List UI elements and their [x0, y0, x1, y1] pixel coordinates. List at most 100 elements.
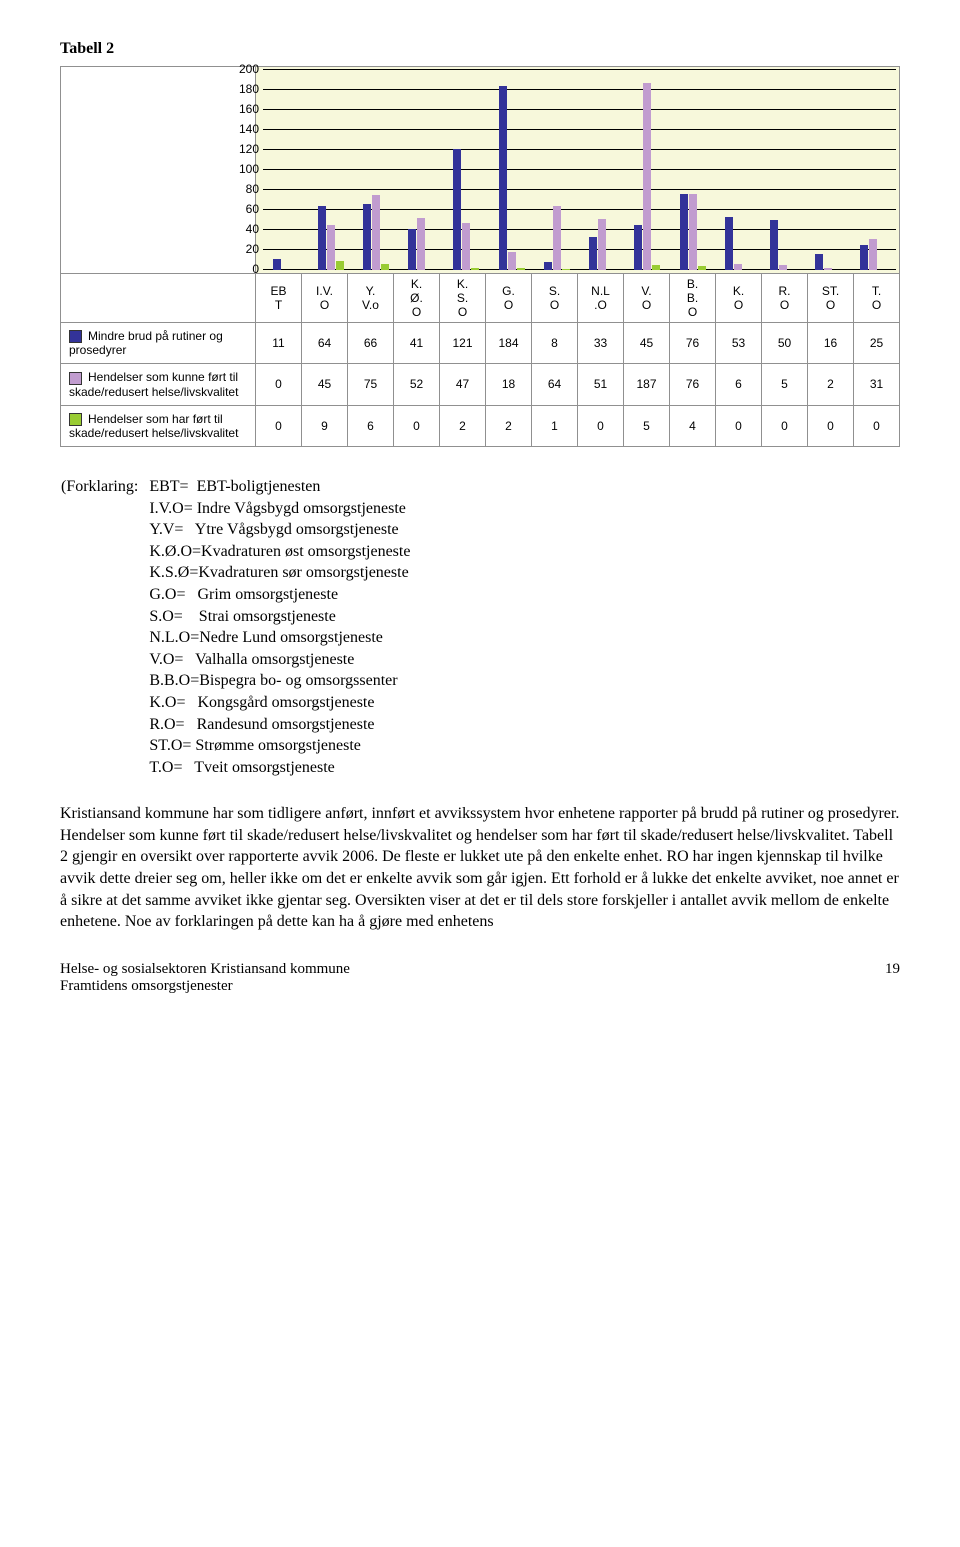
table-cell: 8	[532, 323, 578, 364]
table-cell: 0	[394, 405, 440, 446]
bar-group	[580, 219, 625, 270]
chart-data-table: 200180160140120100806040200 EBTI.V.OY.V.…	[60, 66, 900, 447]
chart-bar	[652, 265, 660, 270]
table-cell: 9	[302, 405, 348, 446]
explain-row: G.O= Grim omsorgstjeneste	[149, 584, 410, 606]
table-column-header: G.O	[486, 274, 532, 323]
bar-group	[534, 206, 579, 270]
chart-bar	[499, 86, 507, 270]
chart-bar	[680, 194, 688, 270]
chart-bar	[553, 206, 561, 270]
table-cell: 66	[348, 323, 394, 364]
chart-bar	[734, 264, 742, 270]
body-paragraph: Kristiansand kommune har som tidligere a…	[60, 803, 900, 933]
chart-bar	[363, 204, 371, 270]
chart-bar	[327, 225, 335, 270]
legend-cell: Hendelser som har ført til skade/reduser…	[61, 405, 256, 446]
chart-bar	[869, 239, 877, 270]
table-column-header: Y.V.o	[348, 274, 394, 323]
explain-label: (Forklaring:	[60, 475, 148, 779]
chart-bar	[598, 219, 606, 270]
chart-plot-cell: 200180160140120100806040200	[256, 67, 900, 274]
table-column-header: V.O	[624, 274, 670, 323]
bar-group	[399, 218, 444, 270]
chart-bar	[698, 266, 706, 270]
table-cell: 75	[348, 364, 394, 405]
explain-row: N.L.O=Nedre Lund omsorgstjeneste	[149, 627, 410, 649]
chart-bar	[815, 254, 823, 270]
table-header-row: EBTI.V.OY.V.oK.Ø.OK.S.OG.OS.ON.L.OV.OB.B…	[61, 274, 900, 323]
table-cell: 18	[486, 364, 532, 405]
bar-group	[715, 217, 760, 270]
table-cell: 4	[670, 405, 716, 446]
table-cell: 184	[486, 323, 532, 364]
table-cell: 51	[578, 364, 624, 405]
table-cell: 41	[394, 323, 440, 364]
table-row: Hendelser som kunne ført til skade/redus…	[61, 364, 900, 405]
explain-row: K.S.Ø=Kvadraturen sør omsorgstjeneste	[149, 562, 410, 584]
table-cell: 2	[808, 364, 854, 405]
footer-page-number: 19	[885, 961, 900, 995]
table-row: Hendelser som har ført til skade/reduser…	[61, 405, 900, 446]
table-cell: 1	[532, 405, 578, 446]
chart-bar	[462, 223, 470, 270]
table-cell: 2	[440, 405, 486, 446]
bar-group	[444, 149, 489, 270]
table-column-header: K.S.O	[440, 274, 486, 323]
chart-and-table: 200180160140120100806040200 EBTI.V.OY.V.…	[60, 66, 900, 447]
table-cell: 0	[762, 405, 808, 446]
table-cell: 47	[440, 364, 486, 405]
table-cell: 5	[762, 364, 808, 405]
table-cell: 0	[256, 405, 302, 446]
chart-bar	[471, 268, 479, 270]
table-cell: 64	[302, 323, 348, 364]
table-cell: 45	[302, 364, 348, 405]
chart-bar	[544, 262, 552, 270]
bar-group	[851, 239, 896, 270]
legend-label: Hendelser som har ført til skade/reduser…	[69, 412, 238, 440]
table-column-header: I.V.O	[302, 274, 348, 323]
chart-bar	[770, 220, 778, 270]
table-cell: 31	[854, 364, 900, 405]
bar-group	[263, 259, 308, 270]
legend-label: Hendelser som kunne ført til skade/redus…	[69, 370, 238, 398]
table-title: Tabell 2	[60, 40, 900, 58]
table-cell: 2	[486, 405, 532, 446]
bar-group	[489, 86, 534, 270]
legend-swatch	[69, 330, 82, 343]
explain-row: B.B.O=Bispegra bo- og omsorgssenter	[149, 670, 410, 692]
legend-swatch	[69, 413, 82, 426]
table-column-header: S.O	[532, 274, 578, 323]
chart-bar	[318, 206, 326, 270]
table-column-header: K.Ø.O	[394, 274, 440, 323]
table-column-header: R.O	[762, 274, 808, 323]
chart-bar	[634, 225, 642, 270]
chart-bar	[508, 252, 516, 270]
chart-bar	[779, 265, 787, 270]
chart-bars	[263, 70, 896, 270]
bar-group	[353, 195, 398, 270]
bar-group	[760, 220, 805, 270]
table-cell: 76	[670, 364, 716, 405]
explain-list: EBT= EBT-boligtjenestenI.V.O= Indre Vågs…	[148, 475, 411, 779]
chart-bar	[725, 217, 733, 270]
table-cell: 25	[854, 323, 900, 364]
table-cell: 33	[578, 323, 624, 364]
bar-group	[806, 254, 851, 270]
chart-bar	[381, 264, 389, 270]
table-cell: 45	[624, 323, 670, 364]
chart-bar	[824, 268, 832, 270]
chart-bar	[517, 268, 525, 270]
chart-bar	[562, 269, 570, 270]
explain-row: R.O= Randesund omsorgstjeneste	[149, 714, 410, 736]
table-cell: 0	[716, 405, 762, 446]
table-column-header: K.O	[716, 274, 762, 323]
explain-row: I.V.O= Indre Vågsbygd omsorgstjeneste	[149, 498, 410, 520]
page-footer: Helse- og sosialsektoren Kristiansand ko…	[60, 961, 900, 995]
table-cell: 121	[440, 323, 486, 364]
table-cell: 6	[716, 364, 762, 405]
chart-area-cell	[61, 67, 256, 274]
table-cell: 53	[716, 323, 762, 364]
explain-row: K.Ø.O=Kvadraturen øst omsorgstjeneste	[149, 541, 410, 563]
table-column-header: B.B.O	[670, 274, 716, 323]
